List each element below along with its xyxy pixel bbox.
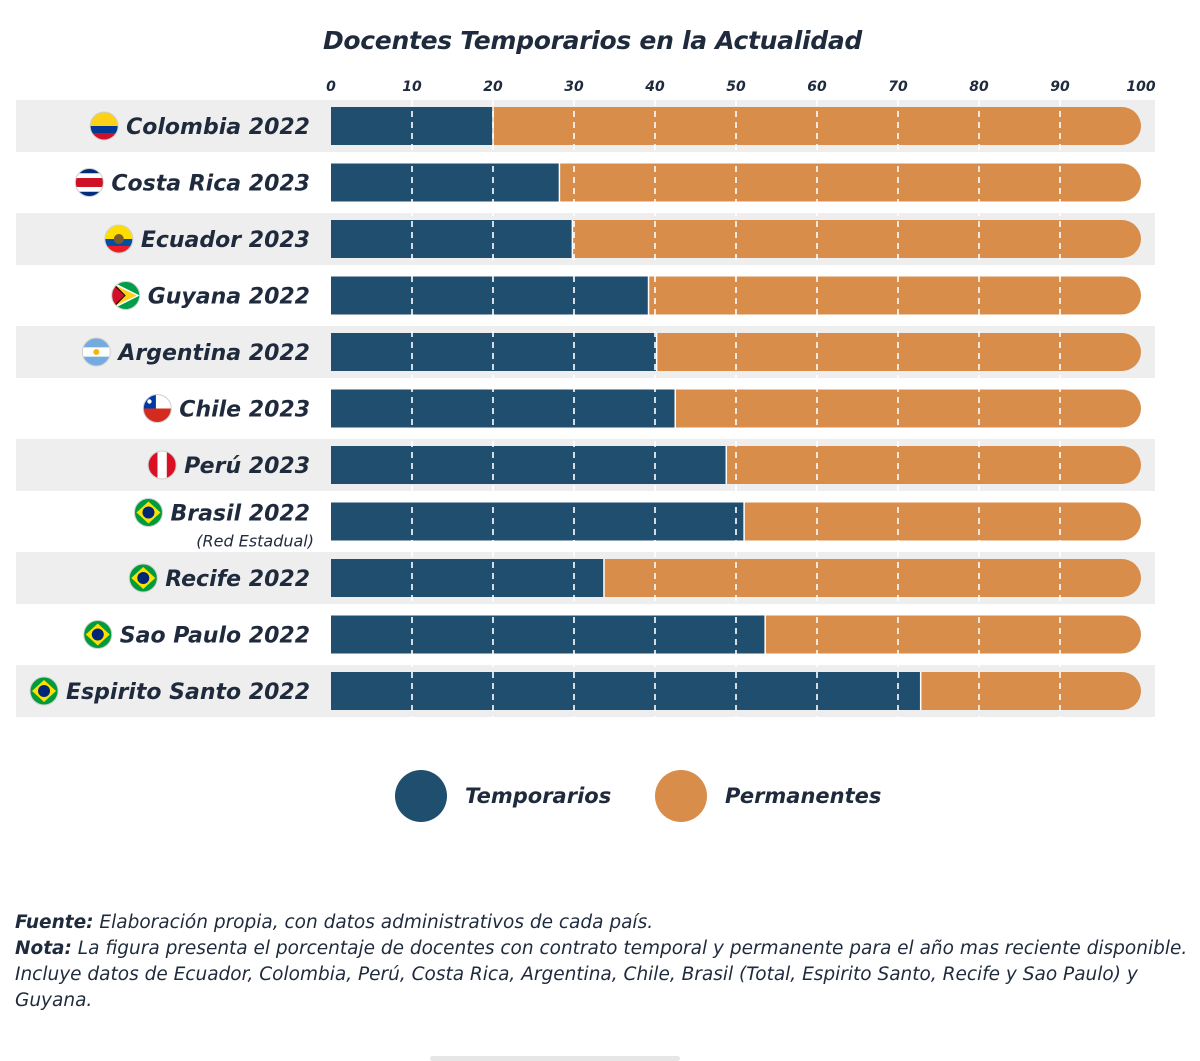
x-tick-label: 10 xyxy=(402,79,422,95)
stacked-bar-chart: 0 10 20 30 40 50 60 70 80 90 100 Colombia 2022 Cost… xyxy=(16,79,1156,717)
category-label: Sao Paulo 2022 xyxy=(120,624,310,649)
argentina-flag-icon xyxy=(81,337,111,367)
category-label: Espirito Santo 2022 xyxy=(66,680,310,705)
x-axis-ticks: 0 10 20 30 40 50 60 70 80 90 100 xyxy=(326,79,1156,95)
bar-temporarios xyxy=(331,220,573,258)
legend-swatch-permanentes xyxy=(655,770,707,822)
x-tick-label: 20 xyxy=(483,79,503,95)
chile-flag-icon xyxy=(142,394,172,423)
bar-permanentes xyxy=(572,220,1141,258)
category-label: Perú 2023 xyxy=(184,454,310,479)
brazil-flag-icon xyxy=(83,620,113,649)
x-tick-label: 60 xyxy=(807,79,827,95)
bar-temporarios xyxy=(331,502,745,541)
bar-permanentes xyxy=(726,446,1141,484)
category-label: Argentina 2022 xyxy=(116,341,310,366)
legend-item-permanentes: Permanentes xyxy=(655,770,881,822)
x-tick-label: 100 xyxy=(1126,79,1155,95)
chart-title: Docentes Temporarios en la Actualidad xyxy=(322,26,863,55)
x-tick-label: 30 xyxy=(564,79,584,95)
bar-temporarios xyxy=(331,276,649,315)
note-text: La figura presenta el porcentaje de doce… xyxy=(15,938,1188,1011)
legend-item-temporarios: Temporarios xyxy=(395,770,611,822)
category-label: Ecuador 2023 xyxy=(141,228,310,253)
legend: Temporarios Permanentes xyxy=(0,770,1200,822)
explanatory-note: Nota: La figura presenta el porcentaje d… xyxy=(15,936,1190,1014)
flags xyxy=(29,111,177,706)
guyana-flag-icon xyxy=(111,281,141,310)
category-label: Brasil 2022 xyxy=(170,502,310,527)
category-label: Guyana 2022 xyxy=(148,285,310,310)
x-tick-label: 0 xyxy=(326,79,336,95)
bar-temporarios xyxy=(331,163,560,202)
source-text: Elaboración propia, con datos administra… xyxy=(93,912,654,933)
bar-temporarios xyxy=(331,672,921,710)
brazil-flag-icon xyxy=(128,563,158,593)
ecuador-flag-icon xyxy=(104,224,134,254)
peru-flag-icon xyxy=(147,450,177,480)
bar-temporarios xyxy=(331,559,604,597)
costa-rica-flag-icon xyxy=(74,168,104,197)
bar-permanentes xyxy=(603,559,1141,597)
note-label: Nota: xyxy=(15,938,72,959)
x-tick-label: 40 xyxy=(644,79,665,95)
x-tick-label: 50 xyxy=(726,79,746,95)
legend-label-permanentes: Permanentes xyxy=(725,784,882,808)
bar-permanentes xyxy=(765,615,1141,654)
bar-permanentes xyxy=(920,672,1141,710)
colombia-flag-icon xyxy=(89,111,119,141)
scroll-indicator xyxy=(430,1056,680,1061)
source-label: Fuente: xyxy=(15,912,94,933)
category-label: Colombia 2022 xyxy=(126,115,310,140)
gridlines xyxy=(411,100,1061,717)
category-label: Recife 2022 xyxy=(165,567,310,592)
x-tick-label: 90 xyxy=(1050,79,1070,95)
category-sublabel: (Red Estadual) xyxy=(196,532,314,551)
bar-temporarios xyxy=(331,333,657,371)
bar-temporarios xyxy=(331,615,766,654)
legend-swatch-temporarios xyxy=(395,770,447,822)
bar-permanentes xyxy=(656,333,1141,371)
row-labels: Colombia 2022 Costa Rica 2023 Ecuador 2023… xyxy=(66,115,314,705)
bar-permanentes xyxy=(648,276,1141,315)
source-note: Fuente: Elaboración propia, con datos ad… xyxy=(15,910,1190,936)
brazil-flag-icon xyxy=(133,498,163,527)
bar-permanentes xyxy=(675,389,1141,428)
category-label: Costa Rica 2023 xyxy=(111,172,310,197)
bar-permanentes xyxy=(559,163,1141,202)
bar-temporarios xyxy=(331,389,676,428)
x-tick-label: 70 xyxy=(888,79,908,95)
category-label: Chile 2023 xyxy=(179,398,310,423)
bar-permanentes xyxy=(744,502,1141,541)
x-tick-label: 80 xyxy=(969,79,989,95)
bar-temporarios xyxy=(331,446,727,484)
notes: Fuente: Elaboración propia, con datos ad… xyxy=(15,910,1190,1014)
legend-label-temporarios: Temporarios xyxy=(465,784,612,808)
brazil-flag-icon xyxy=(29,676,59,706)
